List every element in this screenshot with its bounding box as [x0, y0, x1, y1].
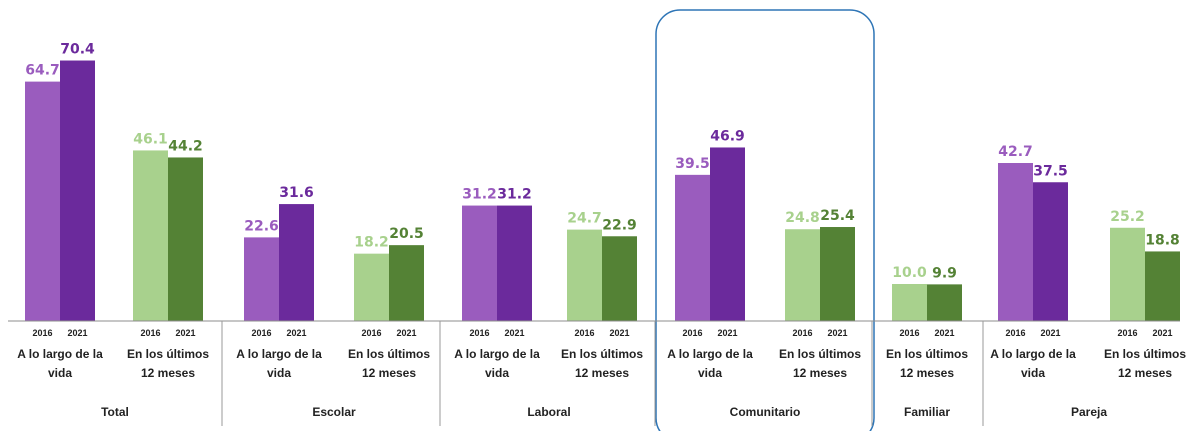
subgroup-label: En los últimos	[127, 347, 209, 361]
bar-value-label: 39.5	[675, 156, 710, 172]
bar-2021	[602, 236, 637, 321]
subgroup-label: En los últimos	[779, 347, 861, 361]
group-label: Pareja	[1071, 405, 1107, 419]
year-tick-label: 2016	[574, 328, 594, 338]
group-label: Escolar	[312, 405, 356, 419]
bar-2021	[927, 284, 962, 321]
bar-value-label: 44.2	[168, 138, 203, 154]
year-tick-label: 2021	[1152, 328, 1172, 338]
year-tick-label: 2016	[1005, 328, 1025, 338]
year-tick-label: 2016	[361, 328, 381, 338]
subgroup-label: 12 meses	[1118, 366, 1172, 380]
bar-value-label: 20.5	[389, 226, 424, 242]
bar-value-label: 37.5	[1033, 163, 1068, 179]
year-tick-label: 2016	[792, 328, 812, 338]
bar-value-label: 18.2	[354, 235, 389, 251]
bar-2021	[1145, 251, 1180, 321]
bar-2021	[1033, 182, 1068, 321]
bar-2021	[710, 147, 745, 321]
year-tick-label: 2016	[899, 328, 919, 338]
year-tick-label: 2021	[504, 328, 524, 338]
bar-2021	[389, 245, 424, 321]
subgroup-label: A lo largo de la	[17, 347, 103, 361]
bar-value-label: 22.9	[602, 217, 637, 233]
bar-value-label: 25.4	[820, 208, 855, 224]
subgroup-label: A lo largo de la	[667, 347, 753, 361]
subgroup-label: vida	[698, 366, 722, 380]
bar-value-label: 25.2	[1110, 209, 1145, 225]
bar-value-label: 10.0	[892, 265, 927, 281]
year-tick-label: 2021	[934, 328, 954, 338]
bar-value-label: 31.2	[462, 187, 497, 203]
subgroup-label: A lo largo de la	[236, 347, 322, 361]
bar-2021	[60, 60, 95, 322]
year-tick-label: 2021	[286, 328, 306, 338]
bar-2016	[1110, 227, 1145, 321]
subgroup-label: 12 meses	[793, 366, 847, 380]
bar-value-label: 24.8	[785, 210, 820, 226]
bar-2016	[133, 150, 168, 321]
subgroup-label: En los últimos	[561, 347, 643, 361]
subgroup-label: En los últimos	[1104, 347, 1186, 361]
bar-value-label: 18.8	[1145, 232, 1180, 248]
bar-value-label: 9.9	[932, 265, 957, 281]
bar-value-label: 31.2	[497, 187, 532, 203]
bar-value-label: 64.7	[25, 63, 60, 79]
year-tick-label: 2016	[32, 328, 52, 338]
bar-value-label: 46.1	[133, 131, 168, 147]
bar-2016	[998, 163, 1033, 321]
year-tick-label: 2016	[251, 328, 271, 338]
subgroup-label: vida	[267, 366, 291, 380]
bar-2021	[279, 204, 314, 321]
subgroup-label: 12 meses	[362, 366, 416, 380]
subgroup-label: A lo largo de la	[454, 347, 540, 361]
subgroup-label: En los últimos	[886, 347, 968, 361]
year-tick-label: 2016	[1117, 328, 1137, 338]
subgroup-label: En los últimos	[348, 347, 430, 361]
bar-value-label: 22.6	[244, 218, 279, 234]
bar-2016	[354, 253, 389, 321]
year-tick-label: 2016	[140, 328, 160, 338]
subgroup-label: vida	[48, 366, 72, 380]
bar-2016	[567, 229, 602, 321]
year-tick-label: 2021	[175, 328, 195, 338]
subgroup-label: vida	[485, 366, 509, 380]
year-tick-label: 2021	[67, 328, 87, 338]
year-tick-label: 2021	[827, 328, 847, 338]
bar-value-label: 31.6	[279, 185, 314, 201]
bar-2016	[244, 237, 279, 321]
year-tick-label: 2021	[609, 328, 629, 338]
highlight-box	[655, 9, 875, 431]
bar-2016	[675, 174, 710, 321]
subgroup-label: 12 meses	[141, 366, 195, 380]
bar-2016	[25, 81, 60, 321]
bar-2016	[892, 284, 927, 321]
subgroup-label: 12 meses	[900, 366, 954, 380]
bar-2016	[462, 205, 497, 321]
bar-value-label: 24.7	[567, 211, 602, 227]
bar-2021	[497, 205, 532, 321]
bar-value-label: 46.9	[710, 128, 745, 144]
bar-2021	[168, 157, 203, 321]
year-tick-label: 2021	[1040, 328, 1060, 338]
subgroup-label: 12 meses	[575, 366, 629, 380]
bar-value-label: 42.7	[998, 144, 1033, 160]
group-label: Laboral	[527, 405, 570, 419]
year-tick-label: 2021	[396, 328, 416, 338]
group-label: Comunitario	[730, 405, 801, 419]
year-tick-label: 2016	[469, 328, 489, 338]
year-tick-label: 2016	[682, 328, 702, 338]
subgroup-label: A lo largo de la	[990, 347, 1076, 361]
group-label: Familiar	[904, 405, 950, 419]
year-tick-label: 2021	[717, 328, 737, 338]
bar-2016	[785, 229, 820, 321]
bar-value-label: 70.4	[60, 42, 95, 58]
subgroup-label: vida	[1021, 366, 1045, 380]
group-label: Total	[101, 405, 129, 419]
bar-2021	[820, 227, 855, 321]
